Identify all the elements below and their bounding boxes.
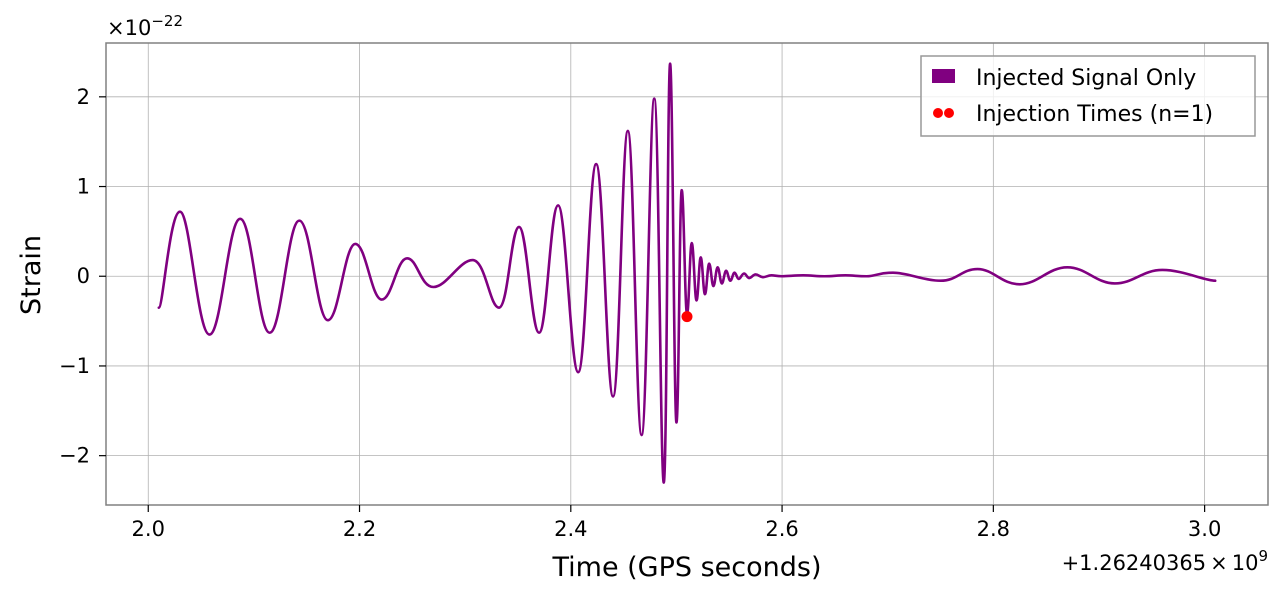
x-tick-label: 3.0 xyxy=(1188,517,1221,541)
y-tick-label: 2 xyxy=(77,85,90,109)
x-tick-label: 2.6 xyxy=(765,517,798,541)
y-scale-exponent: −22 xyxy=(151,12,183,30)
legend-marker-injection-2 xyxy=(944,108,954,118)
legend-marker-injection-1 xyxy=(933,108,943,118)
y-scale-label: ×10−22 xyxy=(107,12,183,40)
x-offset-label: +1.26240365 × 109 xyxy=(1062,547,1268,575)
injection-time-point xyxy=(681,311,693,323)
series-injected-signal-line xyxy=(157,62,1217,484)
y-tick-label: 0 xyxy=(77,264,90,288)
x-axis-label: Time (GPS seconds) xyxy=(551,552,821,583)
legend-label-injection: Injection Times (n=1) xyxy=(976,102,1213,127)
x-offset-exponent: 9 xyxy=(1258,547,1268,565)
x-offset-value: +1.26240365 xyxy=(1062,551,1207,575)
y-axis-label: Strain xyxy=(16,235,47,315)
x-tick-label: 2.8 xyxy=(977,517,1010,541)
y-tick-label: −1 xyxy=(59,354,90,378)
legend: Injected Signal Only Injection Times (n=… xyxy=(920,55,1256,137)
series-layer xyxy=(157,62,1217,484)
y-tick-label: −2 xyxy=(59,444,90,468)
legend-box xyxy=(920,55,1256,137)
x-tick-label: 2.2 xyxy=(343,517,376,541)
x-offset-base: 10 xyxy=(1232,551,1259,575)
x-tick-label: 2.4 xyxy=(554,517,587,541)
legend-swatch-signal xyxy=(932,69,955,83)
plot-frame xyxy=(105,42,1269,506)
y-scale-prefix: ×10 xyxy=(107,16,151,40)
legend-label-signal: Injected Signal Only xyxy=(976,66,1196,91)
axis-ticks: 2.0 2.2 2.4 2.6 2.8 3.0 −2 −1 0 1 2 xyxy=(59,85,1221,541)
x-tick-label: 2.0 xyxy=(132,517,165,541)
y-tick-label: 1 xyxy=(77,175,90,199)
x-offset-times: × xyxy=(1210,551,1228,575)
